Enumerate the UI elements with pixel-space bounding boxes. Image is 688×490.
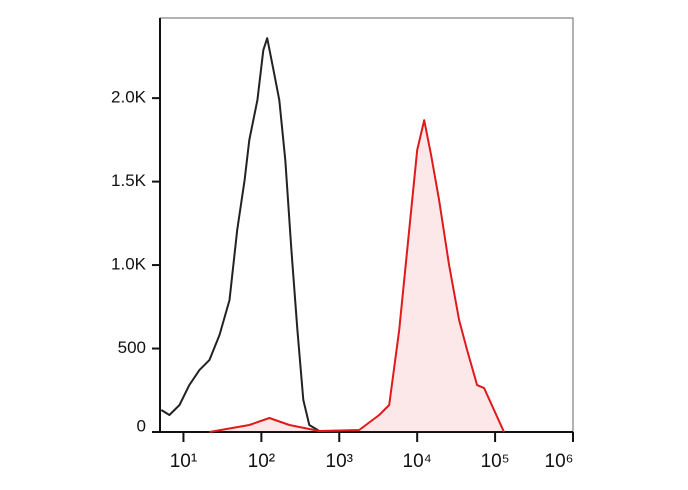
x-tick-label: 10⁶ xyxy=(545,451,574,472)
y-tick-label: 1.0K xyxy=(111,255,147,274)
x-tick-label: 10³ xyxy=(326,451,353,472)
series-line xyxy=(160,37,340,433)
x-tick-label: 10⁵ xyxy=(481,451,510,472)
plot-frame xyxy=(159,17,574,433)
y-tick-label: 500 xyxy=(118,338,146,357)
x-tick-label: 10² xyxy=(248,451,275,472)
y-tick-label: 0 xyxy=(137,416,146,435)
series-area xyxy=(209,120,504,432)
y-tick-label: 2.0K xyxy=(111,88,147,107)
y-tick-label: 1.5K xyxy=(111,171,147,190)
x-tick-label: 10¹ xyxy=(170,451,197,472)
series-line xyxy=(209,119,505,433)
x-tick-label: 10⁴ xyxy=(403,451,432,472)
